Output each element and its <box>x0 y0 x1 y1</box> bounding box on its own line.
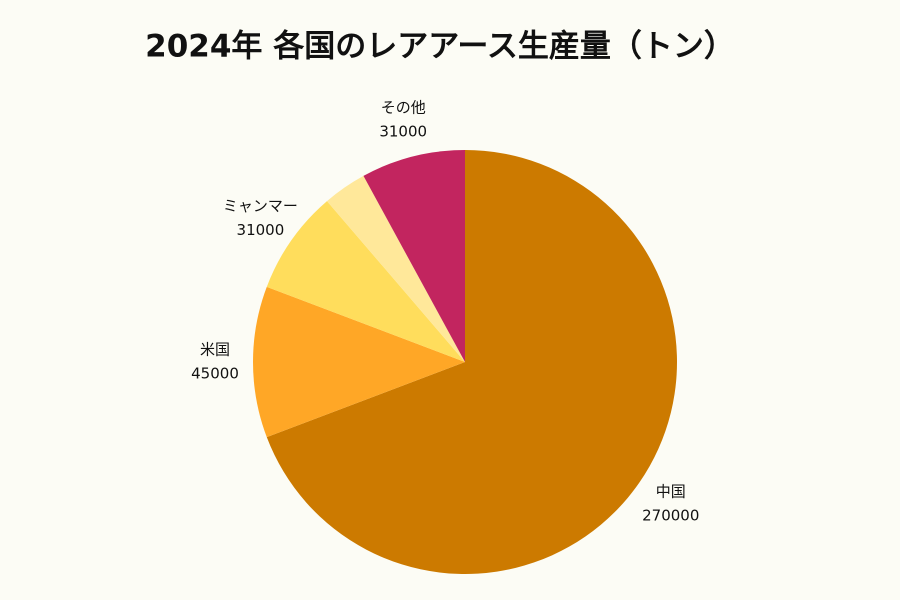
slice-label: 中国 <box>656 483 686 501</box>
slice-label: 米国 <box>200 341 230 359</box>
slice-value: 31000 <box>237 221 285 239</box>
slice-label: ミャンマー <box>223 197 298 215</box>
slice-label: その他 <box>381 98 426 116</box>
pie-slice <box>252 286 465 438</box>
slice-value: 270000 <box>642 507 699 525</box>
pie-slice <box>326 175 465 362</box>
slice-value: 31000 <box>379 122 427 140</box>
chart-title: 2024年 各国のレアアース生産量（トン） <box>145 29 735 65</box>
pie-slice <box>363 150 465 362</box>
pie-slice <box>266 201 465 362</box>
slice-value: 45000 <box>191 365 239 383</box>
pie-slice <box>266 150 677 574</box>
